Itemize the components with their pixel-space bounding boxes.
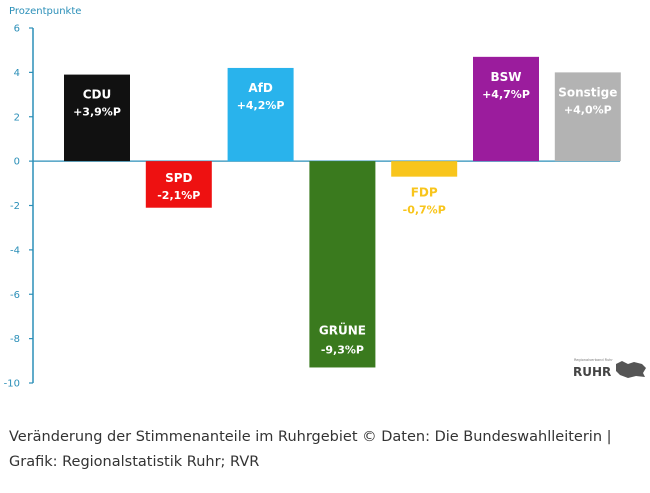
y-tick-label: -2 [10, 201, 20, 212]
bar-name-label: Sonstige [558, 85, 617, 99]
y-tick-label: 6 [14, 24, 20, 35]
y-tick-label: 4 [14, 68, 20, 79]
bar-name-label: CDU [83, 88, 112, 102]
y-tick-label: -6 [10, 290, 20, 301]
bar-fdp [391, 161, 458, 177]
bars-group [64, 56, 621, 368]
ruhr-logo: Regionalverband Ruhr RUHR [573, 358, 646, 379]
bar-cdu [64, 74, 130, 162]
bar-spd [145, 161, 212, 208]
bar-name-label: FDP [411, 186, 438, 200]
bar-value-label: +3,9%P [73, 106, 121, 119]
y-tick-label: -4 [10, 245, 20, 256]
y-tick-label: -10 [4, 379, 20, 390]
bar-afd [227, 67, 294, 162]
y-tick-label: -8 [10, 334, 20, 345]
bar-sonstige [554, 72, 621, 162]
bar-bsw [473, 56, 539, 162]
bar-grüne [309, 161, 376, 368]
bar-name-label: BSW [490, 70, 521, 84]
y-axis-label: Prozentpunkte [9, 6, 81, 17]
svg-text:Regionalverband Ruhr: Regionalverband Ruhr [574, 358, 613, 362]
bar-value-label: -2,1%P [157, 189, 200, 202]
bar-value-label: -0,7%P [403, 204, 446, 217]
bar-value-label: +4,0%P [564, 103, 612, 116]
figure-caption: Veränderung der Stimmenanteile im Ruhrge… [9, 429, 612, 470]
bar-name-label: SPD [165, 171, 192, 185]
bar-chart: Prozentpunkte 6 4 2 0 -2 -4 -6 -8 -10 CDU +3,9%P S… [4, 6, 621, 390]
y-tick-label: 0 [14, 157, 20, 168]
bar-value-label: +4,2%P [237, 99, 285, 112]
bar-name-label: GRÜNE [319, 322, 366, 337]
y-tick-label: 2 [14, 112, 20, 123]
svg-text:RUHR: RUHR [573, 365, 611, 379]
bar-labels-group: CDU +3,9%P SPD -2,1%P AfD +4,2%P GRÜNE -9,3%P FD… [73, 70, 617, 357]
bar-value-label: -9,3%P [321, 343, 364, 356]
bar-value-label: +4,7%P [482, 88, 530, 101]
bar-name-label: AfD [248, 81, 273, 95]
